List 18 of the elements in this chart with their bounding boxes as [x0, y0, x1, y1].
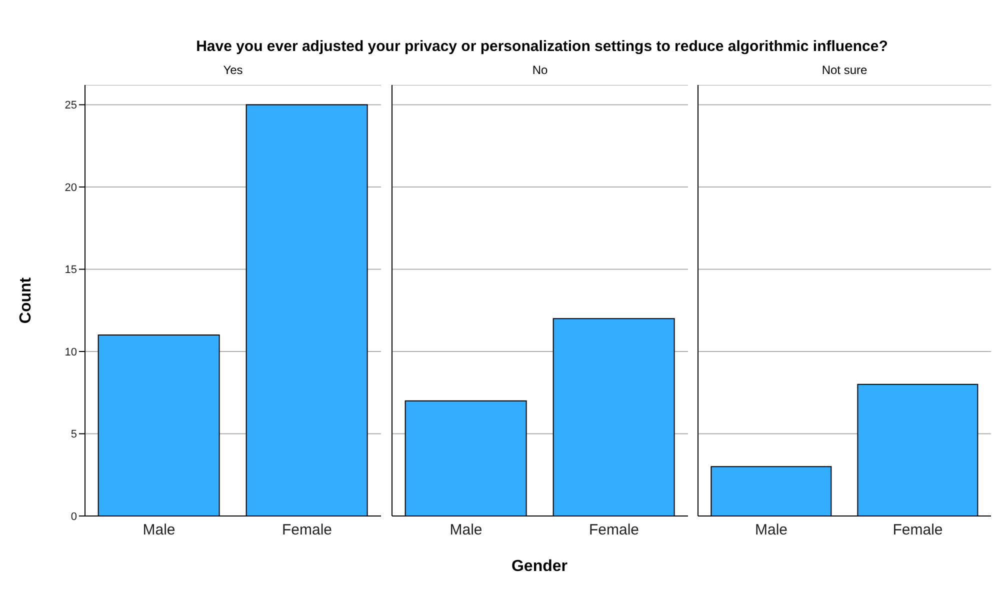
- y-axis-title: Count: [18, 276, 35, 324]
- text: Have you ever adjusted your privacy or personalization settings to reduce algorithmic influence?: [195, 38, 889, 55]
- x-tick-label: Male: [450, 522, 482, 539]
- y-tick-label: 15: [64, 264, 77, 276]
- chart-title: Yes: [222, 63, 244, 77]
- x-tick-label: Female: [588, 522, 640, 539]
- y-tick-label: 20: [64, 182, 77, 194]
- y-tick-label: 0: [70, 510, 77, 523]
- x-tick-label: Female: [282, 522, 332, 539]
- chart-title: No: [531, 63, 549, 77]
- x-tick-label: Male: [142, 522, 176, 539]
- y-tick-label: 25: [64, 100, 77, 112]
- x-tick-label: Female: [892, 522, 943, 539]
- y-tick-label: 10: [64, 346, 77, 358]
- y-tick-label: 5: [70, 428, 77, 441]
- x-tick-label: Male: [754, 522, 788, 539]
- x-axis-title: Gender: [510, 558, 568, 576]
- chart-title: Not sure: [820, 63, 868, 77]
